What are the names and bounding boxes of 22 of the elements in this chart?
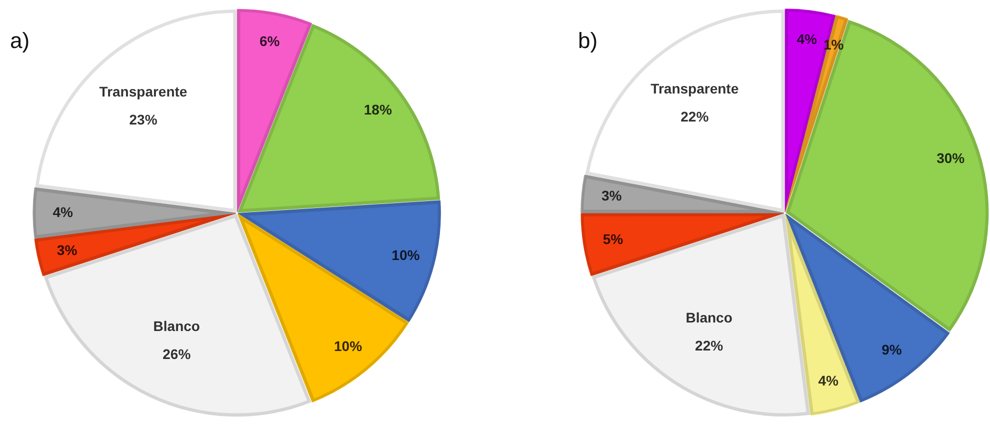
slice-label: Blanco — [686, 310, 732, 326]
data-label: 30% — [936, 150, 966, 166]
slice-label: Blanco — [153, 318, 200, 334]
data-label: 18% — [364, 101, 392, 118]
slice-label: Transparente — [650, 80, 739, 97]
data-label: 26% — [162, 346, 192, 362]
text: a) — [10, 28, 30, 54]
data-label: 4% — [52, 204, 74, 220]
data-label: 5% — [602, 231, 624, 248]
data-label: 22% — [695, 338, 724, 354]
slice-label: Transparente — [99, 84, 188, 100]
data-label: 23% — [129, 112, 158, 128]
text: b) — [578, 28, 598, 54]
data-label: 3% — [56, 242, 78, 258]
data-label: 6% — [260, 32, 280, 49]
data-label: 10% — [334, 338, 363, 354]
data-label: 9% — [882, 341, 902, 358]
data-label: 4% — [818, 372, 839, 389]
data-label: 22% — [680, 108, 710, 125]
data-label: 10% — [392, 247, 420, 264]
data-label: 3% — [602, 187, 622, 204]
data-label: 4% — [796, 31, 818, 48]
